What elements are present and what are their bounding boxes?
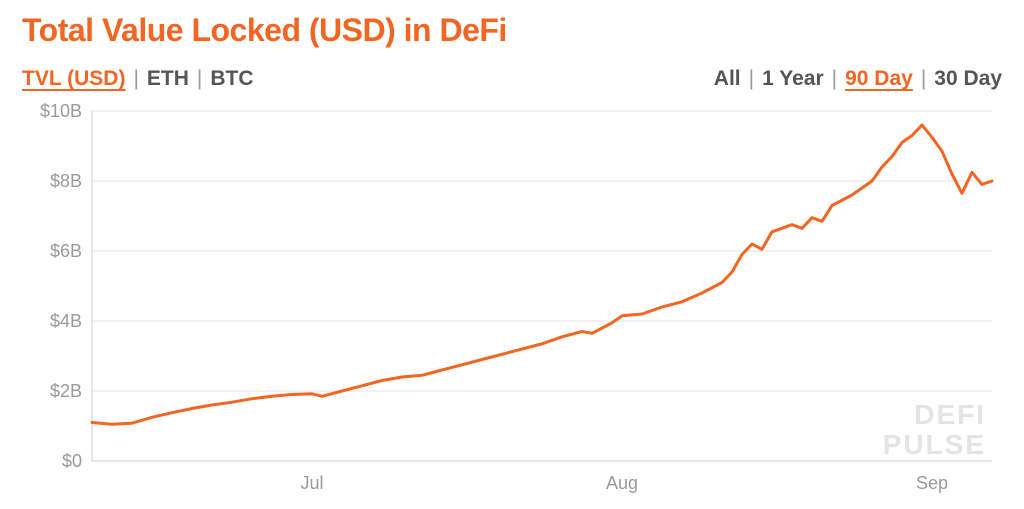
y-tick-label: $4B bbox=[50, 311, 82, 331]
range-tab-1-year[interactable]: 1 Year bbox=[762, 67, 824, 90]
y-tick-label: $8B bbox=[50, 171, 82, 191]
currency-tab-separator: | bbox=[189, 67, 210, 90]
currency-tab-btc[interactable]: BTC bbox=[210, 67, 253, 90]
range-tabs: All|1 Year|90 Day|30 Day bbox=[714, 67, 1002, 91]
x-tick-label: Jul bbox=[300, 473, 323, 493]
currency-tab-eth[interactable]: ETH bbox=[147, 67, 189, 90]
range-tab-30-day[interactable]: 30 Day bbox=[934, 67, 1002, 90]
range-tab-separator: | bbox=[741, 67, 762, 90]
tvl-line-chart: $0 $2B $4B $6B $8B $10B Jul Aug Sep bbox=[22, 101, 1002, 501]
y-tick-label: $10B bbox=[40, 101, 82, 121]
chart-controls: TVL (USD)|ETH|BTC All|1 Year|90 Day|30 D… bbox=[22, 67, 1002, 91]
range-tab-all[interactable]: All bbox=[714, 67, 741, 90]
chart-container: $0$2B$4B$6B$8B$10BJulAugSep DEFI PULSE bbox=[22, 101, 1002, 501]
x-axis: Jul Aug Sep bbox=[300, 473, 948, 493]
tvl-series-line bbox=[92, 125, 992, 424]
range-tab-90-day[interactable]: 90 Day bbox=[845, 67, 913, 90]
grid: $0 $2B $4B $6B $8B $10B bbox=[40, 101, 992, 471]
page-title: Total Value Locked (USD) in DeFi bbox=[22, 12, 1002, 49]
y-tick-label: $0 bbox=[62, 451, 82, 471]
range-tab-separator: | bbox=[824, 67, 845, 90]
currency-tab-tvl-usd[interactable]: TVL (USD) bbox=[22, 67, 125, 90]
y-tick-label: $6B bbox=[50, 241, 82, 261]
x-tick-label: Aug bbox=[606, 473, 638, 493]
y-tick-label: $2B bbox=[50, 381, 82, 401]
currency-tabs: TVL (USD)|ETH|BTC bbox=[22, 67, 254, 91]
range-tab-separator: | bbox=[913, 67, 934, 90]
currency-tab-separator: | bbox=[125, 67, 146, 90]
x-tick-label: Sep bbox=[916, 473, 948, 493]
